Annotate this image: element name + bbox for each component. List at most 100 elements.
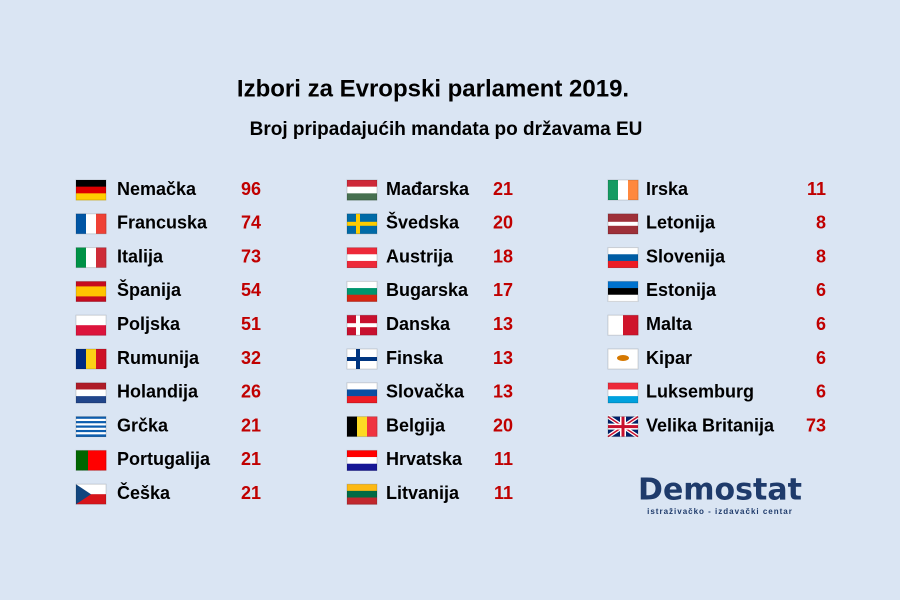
flag-border: [607, 247, 639, 269]
flag-border: [607, 382, 639, 404]
flag-part: [347, 463, 377, 471]
flag: [346, 314, 378, 336]
flag: [75, 280, 107, 302]
flag-part: [76, 484, 106, 495]
country-name: Poljska: [117, 314, 181, 334]
flag-part: [76, 396, 106, 404]
country-name: Portugalija: [117, 449, 211, 469]
seat-count: 6: [816, 348, 826, 368]
flag-part: [76, 193, 106, 201]
flag: [75, 483, 107, 505]
country-name: Rumunija: [117, 348, 200, 368]
flag-part: [623, 315, 639, 336]
flag-part: [347, 180, 377, 187]
flag-part: [76, 418, 106, 422]
seat-count: 11: [494, 483, 513, 503]
flag-part: [608, 315, 624, 336]
flag: [607, 247, 639, 269]
flag-part: [347, 457, 377, 465]
flag-part: [347, 450, 377, 458]
flag-border: [346, 314, 378, 336]
flag-border: [346, 382, 378, 404]
flag-part: [608, 213, 638, 219]
flag-part: [76, 281, 106, 287]
flag: [75, 382, 107, 404]
flag-part: [96, 213, 107, 234]
flag-border: [75, 314, 107, 336]
seat-count: 13: [493, 382, 513, 402]
flag-border: [607, 314, 639, 336]
flag-part: [76, 429, 106, 433]
seat-count: 32: [241, 348, 261, 368]
country-name: Bugarska: [386, 280, 469, 300]
flag-part: [76, 325, 106, 336]
flag: [75, 449, 107, 471]
flag-part: [347, 294, 377, 302]
flag-part: [76, 425, 106, 429]
flag-part: [347, 193, 377, 201]
flag: [75, 213, 107, 235]
flag-border: [607, 213, 639, 235]
seat-count: 96: [241, 179, 261, 199]
flag-part: [628, 180, 639, 200]
country-name: Estonija: [646, 280, 717, 300]
flag: [75, 348, 107, 370]
flag-part: [618, 180, 629, 200]
flag-part: [96, 247, 107, 268]
flag-border: [346, 449, 378, 471]
country-name: Francuska: [117, 213, 208, 233]
seat-count: 73: [806, 415, 826, 435]
seat-count: 8: [816, 213, 826, 233]
flag-part: [367, 416, 378, 437]
seat-count: 21: [241, 483, 261, 503]
seat-count: 21: [241, 415, 261, 435]
flag-part: [608, 229, 638, 235]
seat-count: 6: [816, 280, 826, 300]
flag-border: [346, 348, 378, 370]
flag-part: [86, 213, 97, 234]
seat-count: 26: [241, 382, 261, 402]
seat-count: 21: [493, 179, 513, 199]
flag-part: [76, 180, 106, 187]
seat-count: 51: [241, 314, 261, 334]
seat-count: 20: [493, 415, 513, 435]
flag-part: [88, 450, 95, 471]
country-name: Litvanija: [386, 483, 460, 503]
flag-part: [76, 434, 106, 437]
country-name: Mađarska: [386, 179, 470, 199]
flag-part: [347, 288, 377, 296]
country-name: Grčka: [117, 415, 169, 435]
flag-border: [75, 348, 107, 370]
flag-part: [76, 315, 106, 326]
flag-part: [82, 450, 89, 471]
country-name: Finska: [386, 348, 444, 368]
title: Izbori za Evropski parlament 2019.: [237, 75, 629, 102]
seat-count: 18: [493, 246, 513, 266]
flag-part: [608, 382, 638, 390]
flag-border: [607, 179, 639, 201]
flag: [607, 213, 639, 235]
flag-part: [347, 221, 377, 226]
country-name: Slovačka: [386, 382, 465, 402]
flag-border: [607, 280, 639, 302]
flag: [607, 382, 639, 404]
flag-part: [347, 260, 377, 268]
flag-part: [76, 421, 106, 424]
flag-part: [608, 294, 638, 302]
flag-border: [75, 483, 107, 505]
flag-part: [347, 490, 377, 498]
flag: [75, 314, 107, 336]
seat-count: 21: [241, 449, 261, 469]
flag: [346, 247, 378, 269]
seat-count: 11: [494, 449, 513, 469]
flag-part: [347, 357, 377, 361]
flag-part: [608, 425, 638, 429]
country-name: Belgija: [386, 415, 446, 435]
flag-part: [347, 497, 377, 505]
flag-part: [76, 382, 106, 390]
country-name: Luksemburg: [646, 382, 754, 402]
country-name: Češka: [117, 482, 171, 503]
flag-part: [76, 423, 106, 426]
flag-part: [76, 416, 106, 420]
